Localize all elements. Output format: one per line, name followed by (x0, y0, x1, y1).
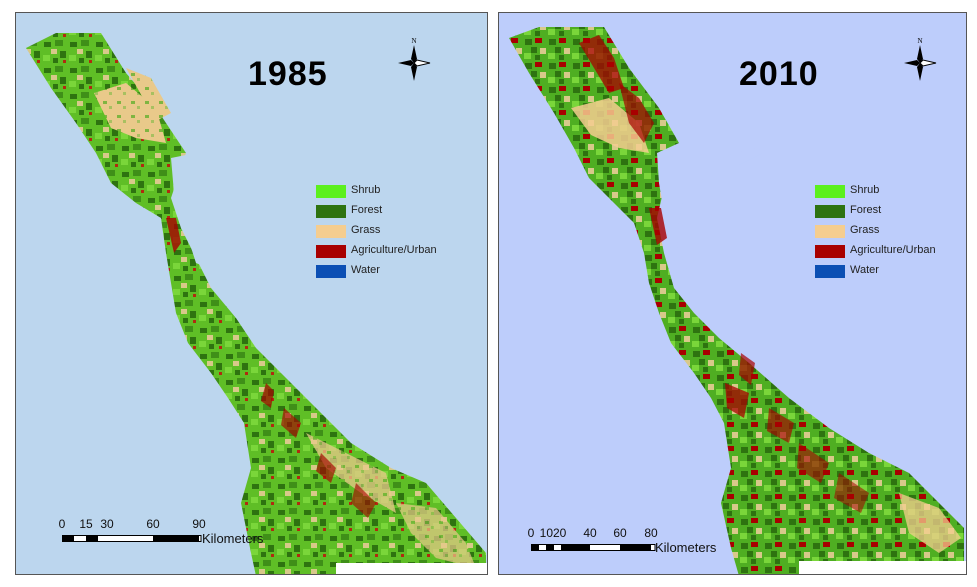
scale-unit: Kilometers (655, 540, 717, 555)
north-arrow-icon: N (900, 37, 940, 85)
swatch-water (316, 265, 346, 278)
legend-label-water: Water (850, 264, 879, 276)
legend-row-water: Water (316, 263, 466, 283)
urban-zone (316, 453, 336, 483)
swatch-agriculture (815, 245, 845, 258)
legend-label-water: Water (351, 264, 380, 276)
bay (657, 143, 767, 273)
scale-tick: 0 (527, 526, 535, 540)
scale-tick: 30 (100, 517, 114, 531)
legend-label-forest: Forest (850, 204, 882, 216)
legend-label-grass: Grass (850, 224, 880, 236)
swatch-grass (815, 225, 845, 238)
swatch-shrub (316, 185, 346, 198)
urban-zone (649, 208, 667, 245)
swatch-grass (316, 225, 346, 238)
legend-row-shrub: Shrub (815, 183, 965, 203)
grass-zone (126, 68, 171, 121)
urban-zone (166, 218, 181, 253)
swatch-shrub (815, 185, 845, 198)
legend-row-water: Water (815, 263, 965, 283)
legend-row-forest: Forest (815, 203, 965, 223)
map-canvas (499, 13, 966, 574)
scale-tick: 90 (192, 517, 206, 531)
year-title: 1985 (248, 55, 328, 93)
urban-zone (739, 353, 755, 385)
legend-label-shrub: Shrub (351, 184, 381, 196)
grass-zone (571, 98, 649, 153)
swatch-water (815, 265, 845, 278)
urban-zone (351, 483, 376, 518)
land-coast (26, 33, 486, 574)
scale-tick: 15 (79, 517, 93, 531)
swatch-forest (316, 205, 346, 218)
legend-row-shrub: Shrub (316, 183, 466, 203)
legend-label-agriculture: Agriculture/Urban (351, 244, 437, 256)
legend-row-agriculture: Agriculture/Urban (815, 243, 965, 263)
north-label: N (411, 37, 417, 45)
legend-row-grass: Grass (316, 223, 466, 243)
urban-zone (261, 383, 274, 408)
scale-tick: 1020 (539, 526, 567, 540)
swatch-forest (815, 205, 845, 218)
compass-rose (398, 45, 431, 81)
land-coast (509, 27, 964, 574)
north-label: N (917, 37, 923, 45)
swatch-agriculture (316, 245, 346, 258)
scale-bar-segments (531, 544, 656, 551)
compass-rose (904, 45, 937, 81)
legend-label-forest: Forest (351, 204, 383, 216)
bay (171, 153, 284, 268)
urban-zone (797, 443, 829, 483)
scale-tick: 80 (644, 526, 658, 540)
urban-zone (281, 408, 301, 438)
urban-zone (834, 473, 869, 513)
urban-zone (725, 383, 749, 418)
legend-label-agriculture: Agriculture/Urban (850, 244, 936, 256)
scale-bar: 0 15 30 60 90 Kilometers (58, 517, 322, 557)
grass-zone (94, 83, 166, 143)
map-panel-2010: 2010 N Shrub Forest Grass Agriculture/Ur… (498, 12, 967, 575)
legend-row-forest: Forest (316, 203, 466, 223)
legend: Shrub Forest Grass Agriculture/Urban Wat… (815, 183, 965, 283)
scale-tick: 60 (613, 526, 627, 540)
urban-zone (619, 83, 654, 143)
grass-zone (396, 503, 476, 568)
year-title: 2010 (739, 55, 819, 93)
scale-bar-segments (62, 535, 202, 542)
scale-tick: 60 (146, 517, 160, 531)
grass-zone (306, 433, 396, 513)
legend-row-agriculture: Agriculture/Urban (316, 243, 466, 263)
scale-unit: Kilometers (202, 531, 264, 546)
legend-row-grass: Grass (815, 223, 965, 243)
map-panel-1985: 1985 N Shrub Forest Grass Agriculture/Ur… (15, 12, 488, 575)
legend-label-shrub: Shrub (850, 184, 880, 196)
urban-zone (767, 408, 794, 443)
grass-zone (899, 493, 961, 553)
north-arrow-icon: N (394, 37, 434, 85)
scale-bar: 0 1020 40 60 80 Kilometers (527, 526, 771, 566)
urban-zone (579, 35, 624, 93)
legend: Shrub Forest Grass Agriculture/Urban Wat… (316, 183, 466, 283)
scale-tick: 0 (58, 517, 66, 531)
map-canvas (16, 13, 487, 574)
scale-tick: 40 (583, 526, 597, 540)
legend-label-grass: Grass (351, 224, 381, 236)
